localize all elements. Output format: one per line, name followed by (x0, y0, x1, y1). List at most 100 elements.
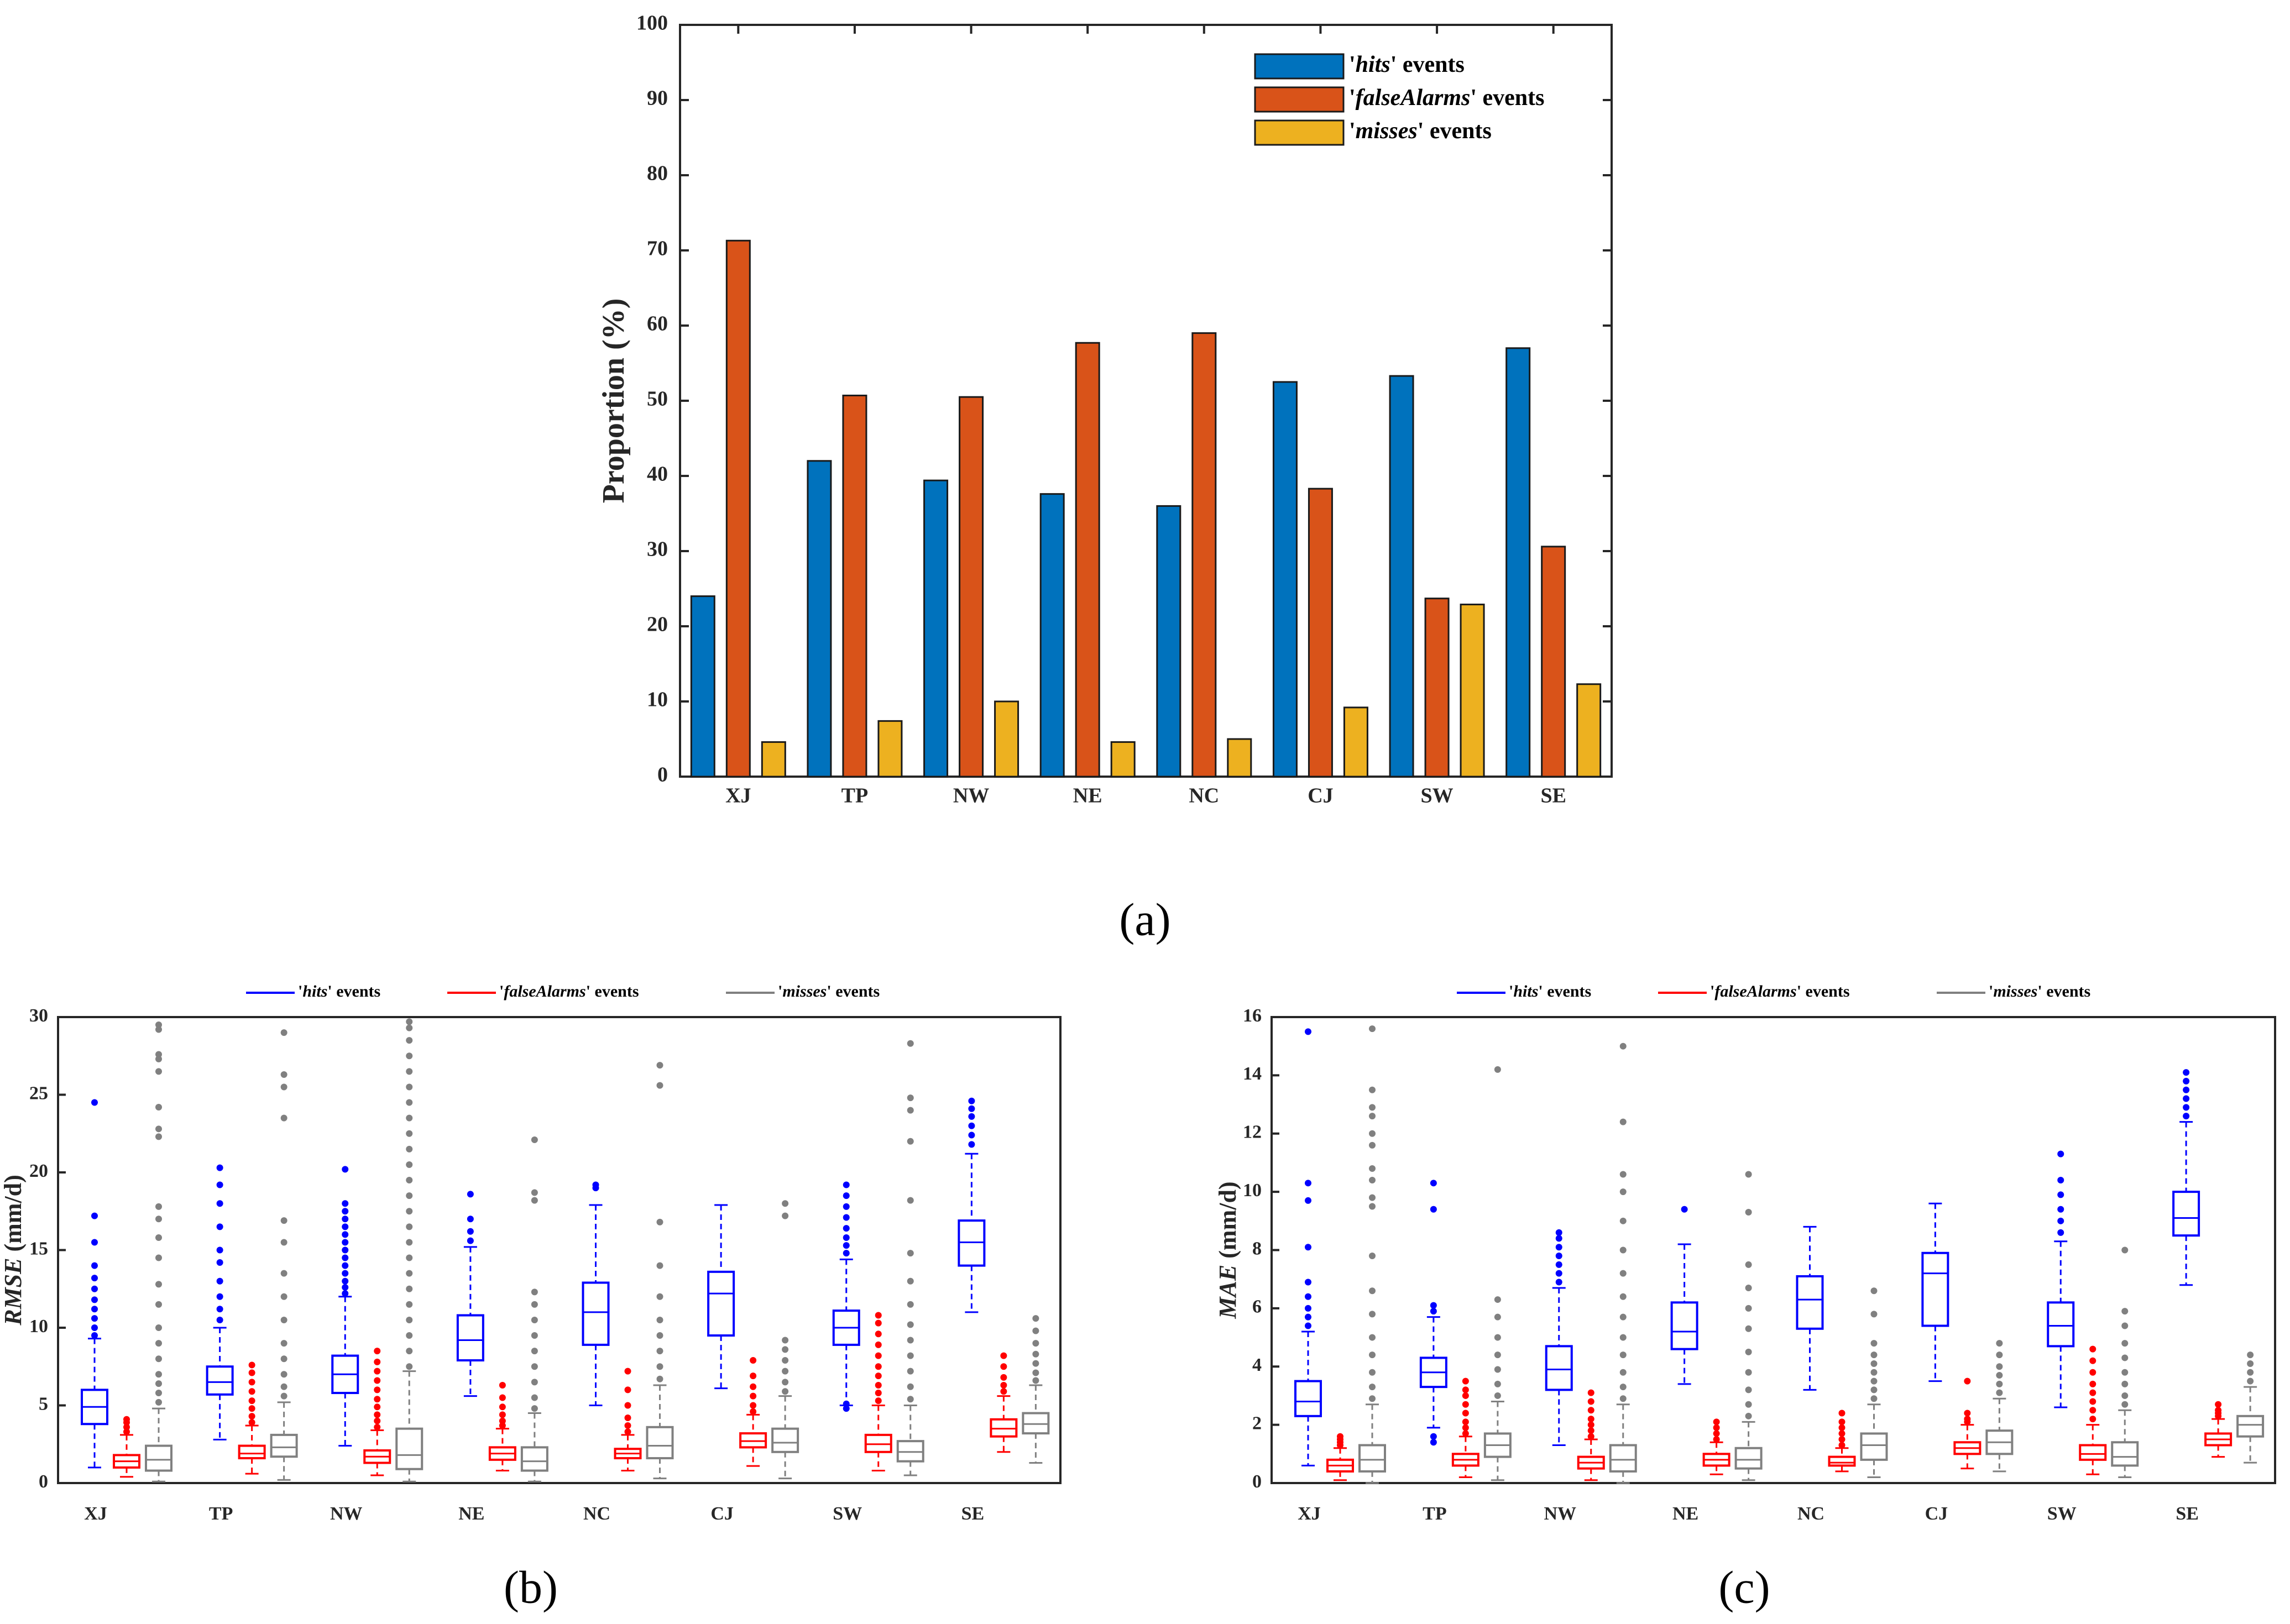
x-tick-label: XJ (84, 1503, 107, 1524)
outlier-point (1494, 1296, 1501, 1303)
outlier-point (342, 1239, 349, 1246)
x-tick-label: NC (583, 1503, 610, 1524)
box-falseAlarms-CJ (739, 1357, 767, 1467)
outlier-point (374, 1411, 381, 1418)
outlier-point (374, 1423, 381, 1431)
outlier-point (531, 1405, 538, 1412)
outlier-point (1619, 1188, 1627, 1196)
outlier-point (2089, 1398, 2096, 1405)
bar (1576, 683, 1602, 778)
y-tick-label: 16 (1243, 1005, 1262, 1026)
box-hits-NC (582, 1181, 610, 1406)
outlier-point (1369, 1141, 1376, 1149)
y-tick-label: 90 (647, 87, 668, 110)
outlier-point (280, 1270, 287, 1277)
y-tick-label: 0 (1252, 1471, 1262, 1492)
outlier-point (374, 1403, 381, 1411)
outlier-point (1430, 1302, 1437, 1309)
outlier-point (656, 1082, 663, 1089)
outlier-point (1745, 1369, 1752, 1376)
bar (1389, 375, 1414, 778)
bar (807, 460, 832, 778)
box-falseAlarms-XJ (113, 1416, 140, 1478)
outlier-point (2089, 1345, 2096, 1353)
outlier-point (1305, 1197, 1311, 1204)
box-falseAlarms-TP (1451, 1377, 1479, 1478)
outlier-point (624, 1428, 631, 1436)
outlier-point (91, 1275, 98, 1282)
y-tick-label: 10 (1243, 1180, 1262, 1201)
outlier-point (499, 1422, 506, 1429)
box-falseAlarms-NE (488, 1381, 516, 1472)
outlier-point (907, 1368, 914, 1375)
outlier-point (782, 1368, 789, 1375)
outlier-point (782, 1357, 789, 1364)
outlier-point (406, 1161, 413, 1168)
x-tick-label: NE (458, 1503, 484, 1524)
outlier-point (467, 1228, 474, 1235)
box-falseAlarms-TP (238, 1361, 266, 1475)
outlier-point (907, 1040, 914, 1047)
outlier-point (624, 1386, 631, 1394)
outlier-point (2057, 1206, 2064, 1213)
outlier-point (155, 1390, 162, 1397)
iqr-box (270, 1433, 298, 1458)
outlier-point (216, 1223, 223, 1230)
outlier-point (1870, 1360, 1878, 1367)
outlier-point (1745, 1209, 1752, 1216)
outlier-point (342, 1290, 349, 1297)
outlier-point (1000, 1352, 1007, 1359)
outlier-point (406, 1316, 413, 1323)
outlier-point (2089, 1416, 2096, 1423)
box-falseAlarms-NW (1577, 1389, 1605, 1481)
outlier-point (875, 1319, 882, 1327)
outlier-point (1032, 1315, 1039, 1322)
outlier-point (406, 1068, 413, 1075)
box-hits-TP (1419, 1180, 1447, 1446)
legend-label: 'falseAlarms' events (1349, 85, 1545, 111)
outlier-point (91, 1296, 98, 1303)
outlier-point (968, 1113, 975, 1120)
iqr-box (1545, 1345, 1573, 1391)
outlier-point (1032, 1377, 1039, 1384)
outlier-point (406, 1130, 413, 1137)
outlier-point (1745, 1401, 1752, 1408)
outlier-point (406, 1301, 413, 1308)
outlier-point (1555, 1244, 1562, 1251)
outlier-point (624, 1368, 631, 1375)
outlier-point (624, 1414, 631, 1421)
outlier-point (1870, 1395, 1878, 1402)
outlier-point (907, 1383, 914, 1390)
box-misses-XJ (1358, 1025, 1386, 1484)
box-hits-NW (331, 1166, 359, 1447)
iqr-box (456, 1314, 484, 1362)
iqr-box (1358, 1444, 1386, 1473)
outlier-point (1870, 1287, 1878, 1295)
outlier-point (467, 1216, 474, 1223)
outlier-point (782, 1346, 789, 1353)
outlier-point (1555, 1270, 1562, 1277)
outlier-point (1305, 1279, 1311, 1286)
outlier-point (216, 1259, 223, 1266)
box-falseAlarms-SW (864, 1312, 892, 1472)
outlier-point (907, 1352, 914, 1359)
outlier-point (531, 1197, 538, 1204)
x-tick-label: SE (1540, 784, 1566, 808)
x-tick-label: SW (1420, 784, 1453, 808)
box-falseAlarms-NW (363, 1348, 391, 1476)
box-falseAlarms-SW (2079, 1345, 2107, 1475)
bar (690, 595, 715, 778)
outlier-point (1587, 1421, 1594, 1428)
outlier-point (1305, 1180, 1311, 1187)
iqr-box (520, 1446, 548, 1472)
outlier-point (1032, 1350, 1039, 1358)
outlier-point (155, 1055, 162, 1062)
outlier-point (907, 1197, 914, 1204)
outlier-point (1494, 1380, 1501, 1387)
outlier-point (406, 1099, 413, 1106)
outlier-point (1745, 1305, 1752, 1312)
outlier-point (1369, 1113, 1376, 1120)
outlier-point (342, 1262, 349, 1269)
outlier-point (342, 1277, 349, 1285)
